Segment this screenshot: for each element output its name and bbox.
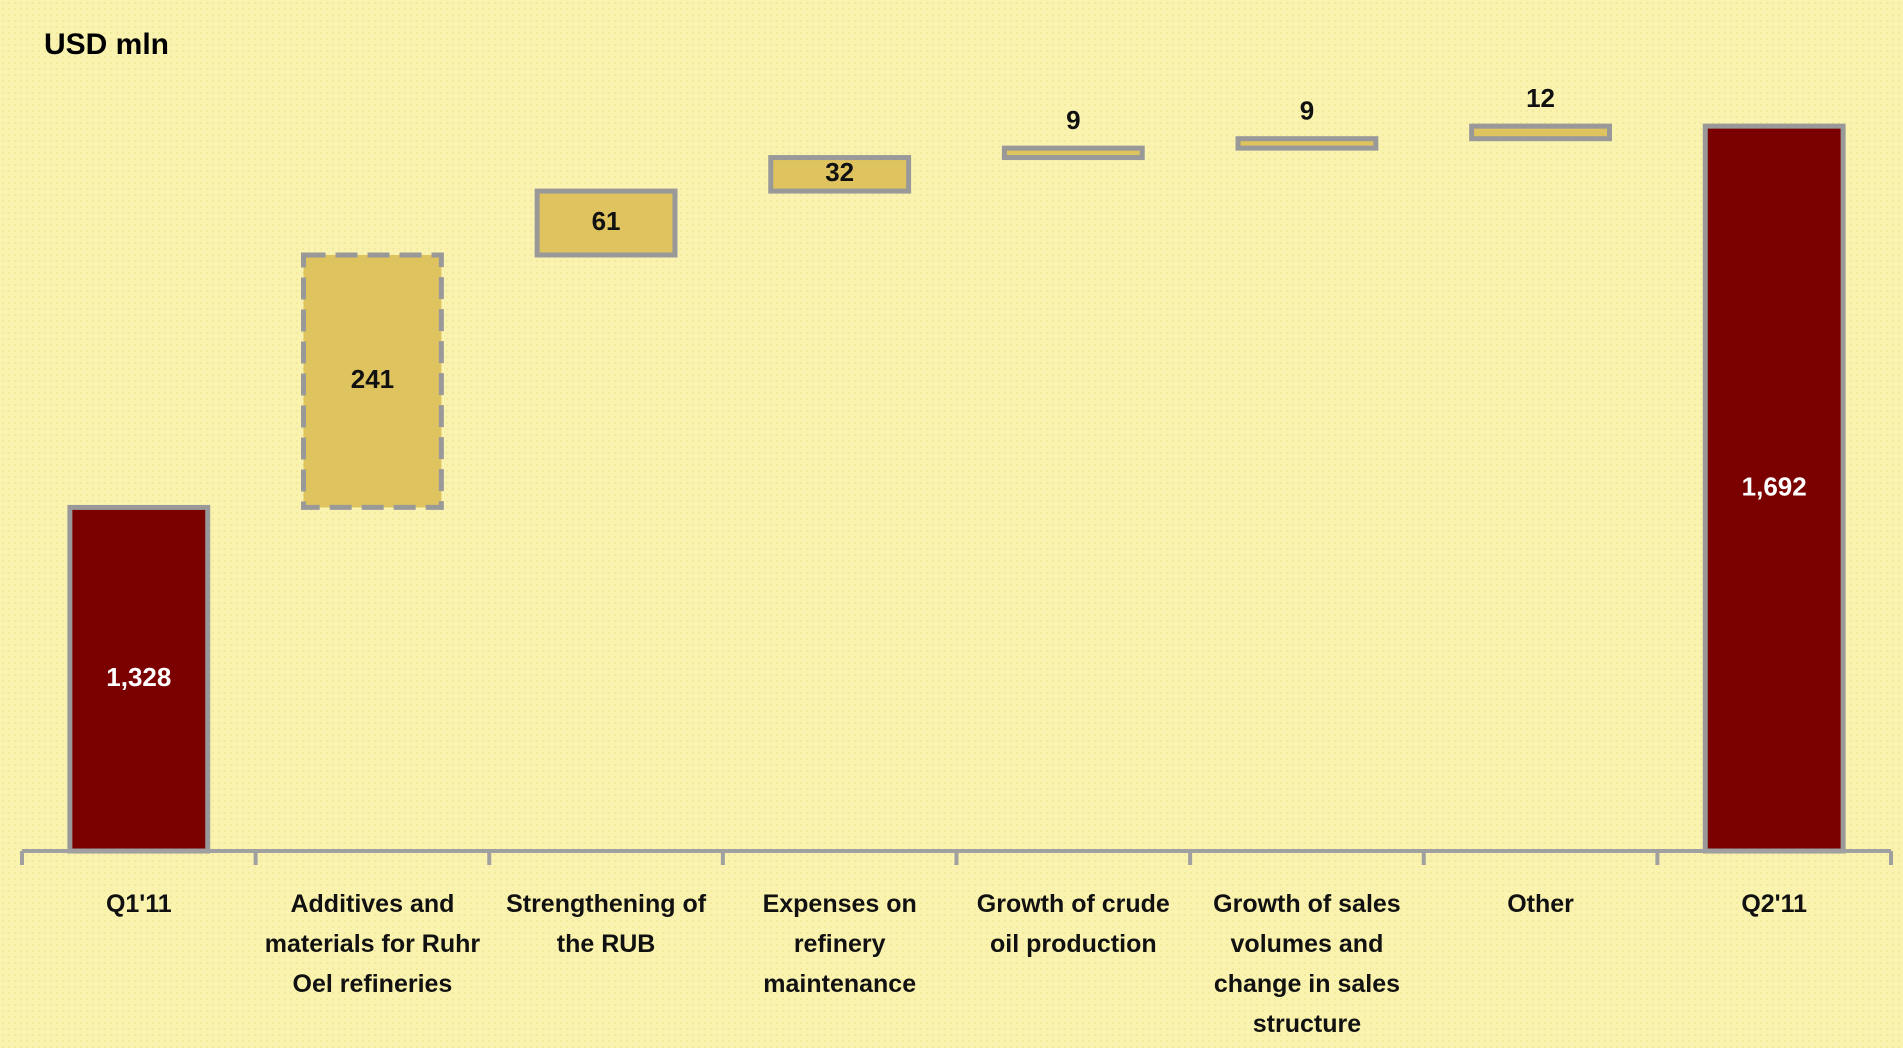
value-label: 1,692 — [1742, 471, 1807, 501]
x-tick-label: Growth of sales volumes and change in sa… — [1213, 890, 1401, 1038]
value-label: 9 — [1066, 105, 1080, 135]
value-label: 61 — [592, 206, 621, 236]
x-tick-label: Q1'11 — [105, 890, 172, 918]
bar — [1469, 123, 1612, 142]
value-label: 9 — [1300, 96, 1314, 126]
x-tick-label: Strengthening of the RUB — [506, 890, 707, 958]
value-label: 241 — [351, 364, 394, 394]
bar — [768, 155, 912, 194]
x-tick-label: Growth of crude oil production — [976, 890, 1170, 958]
bar — [1235, 136, 1379, 151]
value-label: 12 — [1526, 83, 1555, 113]
bar — [1001, 145, 1145, 161]
bar — [1702, 123, 1846, 854]
x-tick-label: Q2'11 — [1741, 890, 1808, 918]
value-label: 32 — [825, 157, 854, 187]
chart-title: USD mln — [44, 28, 169, 61]
bar — [67, 504, 211, 854]
bar — [301, 252, 444, 510]
x-tick-label: Additives and materials for Ruhr Oel ref… — [264, 890, 481, 998]
x-tick-label: Expenses on refinery maintenance — [762, 890, 917, 998]
value-label: 1,328 — [106, 662, 171, 692]
x-tick-label: Other — [1507, 890, 1574, 918]
bar — [534, 188, 678, 258]
